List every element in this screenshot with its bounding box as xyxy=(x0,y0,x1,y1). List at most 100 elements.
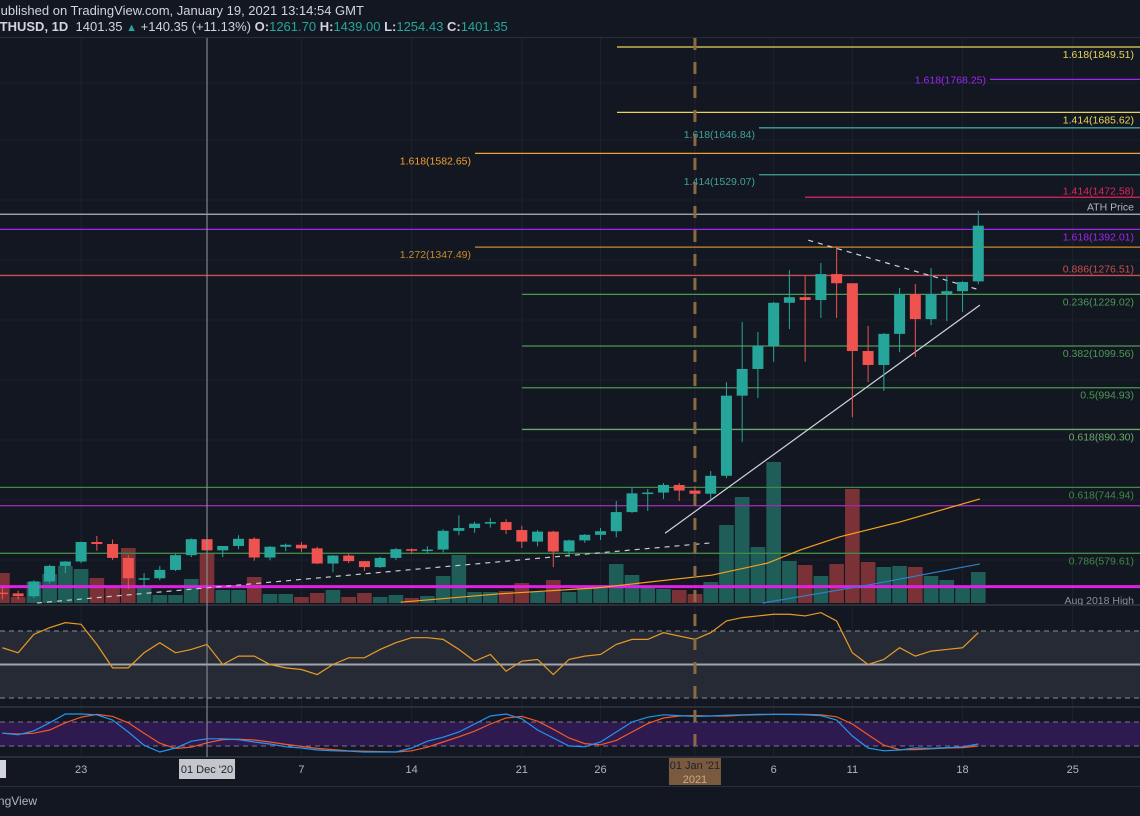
candle-body xyxy=(532,531,544,542)
candle-body xyxy=(957,282,969,292)
volume-bar xyxy=(183,579,199,603)
symbol-interval: ETHUSD, 1D xyxy=(0,19,69,34)
candle-body xyxy=(579,534,591,541)
candle-body xyxy=(437,530,449,550)
low-value: 1254.43 xyxy=(396,19,444,34)
volume-bar xyxy=(168,595,183,603)
candle-body xyxy=(768,302,780,346)
volume-bar xyxy=(483,592,498,603)
candle-body xyxy=(941,291,953,294)
volume-bar xyxy=(357,593,372,603)
rsi-pane[interactable] xyxy=(0,611,1140,699)
fib-level-label: 0.618(744.94) xyxy=(1069,489,1134,501)
fib-level-label: 1.618(1768.25) xyxy=(915,74,986,86)
candle-body xyxy=(453,528,465,531)
time-axis-label: 25 xyxy=(1067,764,1079,776)
volume-bar xyxy=(105,588,120,603)
volume-bar xyxy=(152,595,168,603)
fib-level-label: ATH Price xyxy=(1087,201,1134,213)
candle-body xyxy=(831,274,843,284)
year-marker-date-box xyxy=(668,758,721,785)
volume-bar xyxy=(388,595,404,603)
fib-level-label: 1.414(1472.58) xyxy=(1063,185,1134,197)
candle-body xyxy=(421,549,433,552)
candle-body xyxy=(406,549,418,551)
candle-body xyxy=(170,555,182,570)
candle-body xyxy=(484,522,496,524)
time-axis[interactable]: 23 01 Dec '20 7 14 21 26 2021 01 Jan '21 6 11 18 25 xyxy=(0,758,1079,786)
volume-bar xyxy=(813,576,829,603)
volume-bar xyxy=(593,588,608,603)
fib-level-label: 1.618(1392.01) xyxy=(1063,231,1134,243)
volume-bar xyxy=(640,588,656,603)
stochastic-rsi-pane[interactable] xyxy=(0,713,1140,753)
time-axis-label: 23 xyxy=(75,764,87,776)
volume-bar xyxy=(546,580,561,603)
candle-body xyxy=(0,592,8,595)
axis-edge-label xyxy=(0,760,6,778)
time-axis-label: 26 xyxy=(594,764,606,776)
volume-bar xyxy=(939,580,955,603)
candle-body xyxy=(280,544,292,547)
candle-body xyxy=(154,569,166,579)
volume-bar xyxy=(719,525,734,603)
volume-bar xyxy=(89,578,105,603)
volume-bar xyxy=(782,561,797,603)
candle-body xyxy=(720,395,732,476)
candle-body xyxy=(374,557,386,568)
candle-body xyxy=(75,541,87,562)
candle-body xyxy=(311,548,323,564)
volume-bar xyxy=(325,590,341,603)
candle-body xyxy=(343,555,355,562)
candle-body xyxy=(122,557,134,579)
candle-body xyxy=(673,484,685,491)
candle-body xyxy=(233,538,244,546)
candle-body xyxy=(12,593,24,597)
time-axis-label: 7 xyxy=(298,764,304,776)
fib-level-label: 1.272(1347.49) xyxy=(400,249,471,261)
low-label: L: xyxy=(384,19,397,34)
fib-level-label: 1.618(1849.51) xyxy=(1063,49,1134,61)
volume-bar xyxy=(10,597,26,603)
candle-body xyxy=(610,512,622,532)
volume-bar xyxy=(656,589,671,603)
volume-bar xyxy=(278,594,294,603)
candle-body xyxy=(657,484,669,493)
candle-body xyxy=(815,274,827,300)
candle-body xyxy=(705,475,717,494)
candle-body xyxy=(862,351,874,365)
stoch-d-line xyxy=(2,713,979,753)
volume-bar xyxy=(829,564,844,603)
volume-bar xyxy=(860,562,876,603)
year-ghost-label: 2021 xyxy=(683,774,707,786)
candle-body xyxy=(44,565,56,582)
candle-body xyxy=(500,522,512,531)
time-axis-label: 14 xyxy=(406,764,418,776)
up-triangle-icon: ▲ xyxy=(126,22,138,34)
volume-bar xyxy=(435,576,451,603)
volume-bar xyxy=(404,598,419,603)
fib-level-label: 1.618(1646.84) xyxy=(684,129,755,141)
candle-body xyxy=(894,293,906,334)
candle-body xyxy=(547,531,559,552)
candle-body xyxy=(846,283,858,352)
crosshair-date-box xyxy=(179,759,236,779)
candle-body xyxy=(28,581,40,597)
volume-bar xyxy=(372,597,388,603)
candle-body xyxy=(217,545,229,551)
volume-bar xyxy=(262,594,278,603)
volume-bar xyxy=(908,567,923,603)
volume-bar xyxy=(530,592,545,603)
candle-body xyxy=(295,544,307,549)
candle-body xyxy=(59,561,71,566)
fib-level-label: 0.886(1276.51) xyxy=(1063,263,1134,275)
main-price-pane[interactable]: 1.618(1849.51) 1.618(1768.25) 1.414(1685.6… xyxy=(0,46,1140,607)
candle-body xyxy=(799,297,811,300)
candle-body xyxy=(516,530,528,542)
candle-body xyxy=(925,293,937,320)
candle-body xyxy=(595,531,607,535)
volume-bar xyxy=(58,566,73,603)
volume-bar xyxy=(750,547,766,603)
volume-bar xyxy=(451,555,467,603)
